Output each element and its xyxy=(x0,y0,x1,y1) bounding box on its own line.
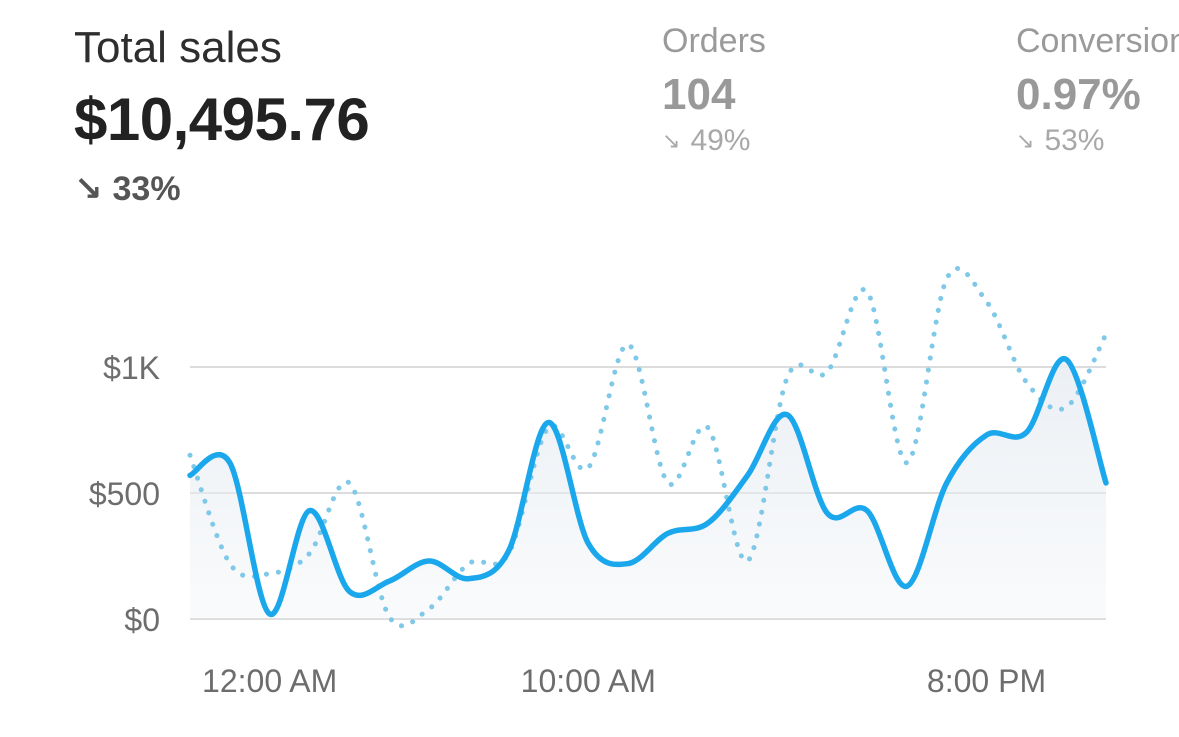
previous-data-point xyxy=(387,614,391,618)
x-tick-label: 12:00 AM xyxy=(202,663,337,699)
previous-data-point xyxy=(666,481,670,485)
metric-change: ↘ 53% xyxy=(1016,126,1179,156)
y-tick-label: $500 xyxy=(89,476,160,512)
metric-change-value: 53% xyxy=(1044,124,1105,157)
previous-data-point xyxy=(586,466,590,470)
current-data-point xyxy=(985,433,989,437)
previous-data-point xyxy=(865,289,869,293)
previous-data-point xyxy=(467,562,471,566)
metric-change: ↘ 33% xyxy=(74,172,369,206)
previous-period-line xyxy=(187,266,1109,629)
metric-title: Orders xyxy=(662,22,766,60)
metric-title: Total sales xyxy=(74,23,282,72)
current-data-point xyxy=(268,612,272,616)
current-data-point xyxy=(865,509,869,513)
metric-value: 104 xyxy=(662,70,736,119)
metric-total-sales[interactable]: Total sales $10,495.76 ↘ 33% xyxy=(74,23,370,207)
arrow-down-right-icon: ↘ xyxy=(74,170,103,208)
previous-data-point xyxy=(546,425,550,429)
previous-data-point xyxy=(507,551,511,555)
previous-data-point xyxy=(825,370,829,374)
current-data-point xyxy=(228,461,232,465)
metric-value: 0.97% xyxy=(1016,70,1141,119)
current-data-point xyxy=(945,481,949,485)
current-data-point xyxy=(666,531,670,535)
current-data-point xyxy=(347,589,351,593)
current-data-point xyxy=(1064,357,1068,361)
current-data-point xyxy=(546,420,550,424)
metric-title: Conversion xyxy=(1016,22,1179,60)
current-data-point xyxy=(427,559,431,563)
metric-change: ↘ 49% xyxy=(662,126,766,156)
previous-data-point xyxy=(785,375,789,379)
current-data-point xyxy=(188,473,192,477)
current-series-area xyxy=(190,358,1106,619)
arrow-down-right-icon: ↘ xyxy=(662,128,681,153)
previous-data-point xyxy=(427,607,431,611)
previous-data-point xyxy=(626,342,630,346)
previous-data-point xyxy=(1024,380,1028,384)
previous-data-point xyxy=(905,461,909,465)
previous-data-point xyxy=(307,551,311,555)
current-data-point xyxy=(825,511,829,515)
previous-data-point xyxy=(188,453,192,457)
previous-data-point xyxy=(1104,332,1108,336)
previous-data-point xyxy=(268,572,272,576)
current-data-point xyxy=(1104,481,1108,485)
previous-data-point xyxy=(985,299,989,303)
current-data-point xyxy=(626,562,630,566)
current-data-point xyxy=(746,473,750,477)
current-period-line xyxy=(187,356,1109,617)
current-data-point xyxy=(785,413,789,417)
previous-data-point xyxy=(945,277,949,281)
current-data-point xyxy=(1024,431,1028,435)
y-tick-label: $0 xyxy=(124,602,160,638)
current-data-point xyxy=(706,521,710,525)
previous-data-point xyxy=(706,425,710,429)
metric-change-value: 49% xyxy=(690,124,751,157)
metric-orders[interactable]: Orders 104 ↘ 49% xyxy=(662,24,766,156)
current-data-point xyxy=(467,577,471,581)
y-tick-label: $1K xyxy=(103,350,160,386)
metric-value: $10,495.76 xyxy=(74,86,370,153)
metric-conversion[interactable]: Conversion 0.97% ↘ 53% xyxy=(1016,24,1179,156)
current-data-point xyxy=(307,509,311,513)
previous-data-point xyxy=(228,562,232,566)
current-data-point xyxy=(387,579,391,583)
previous-data-point xyxy=(746,559,750,563)
current-data-point xyxy=(586,541,590,545)
current-data-point xyxy=(905,584,909,588)
metric-change-value: 33% xyxy=(112,170,181,208)
arrow-down-right-icon: ↘ xyxy=(1016,128,1035,153)
previous-data-point xyxy=(1064,405,1068,409)
previous-data-point xyxy=(347,481,351,485)
x-tick-label: 10:00 AM xyxy=(521,663,656,699)
x-tick-label: 8:00 PM xyxy=(927,663,1046,699)
